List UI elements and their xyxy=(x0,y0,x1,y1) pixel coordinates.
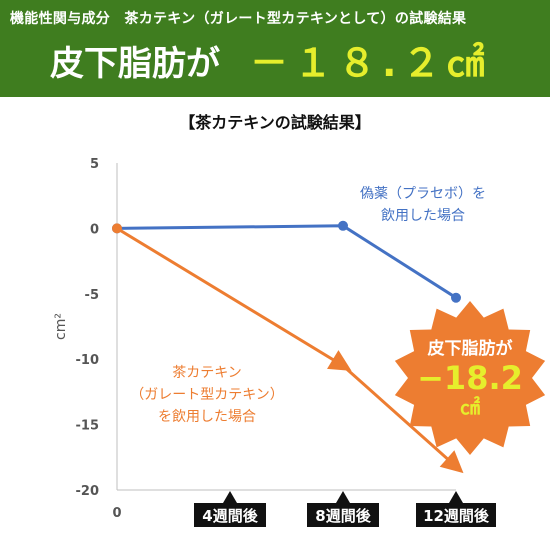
badge-line1: 皮下脂肪が xyxy=(427,339,513,359)
result-badge-burst xyxy=(394,301,546,455)
y-axis-label: cm² xyxy=(53,313,69,340)
chart-title: 【茶カテキンの試験結果】 xyxy=(179,113,371,132)
badge-line3: ㎠ xyxy=(460,395,480,419)
placebo-annotation-line2: 飲用した場合 xyxy=(381,208,465,224)
catechin-annotation-line3: を飲用した場合 xyxy=(158,409,256,425)
x-category-box xyxy=(194,503,266,527)
x-category-pointer xyxy=(336,491,350,503)
y-tick-label: 0 xyxy=(90,222,99,237)
placebo-annotation-line1: 偽薬（プラセボ）を xyxy=(360,186,486,202)
series-1-arrow-point xyxy=(439,450,464,474)
catechin-annotation-line2: （ガレート型カテキン） xyxy=(130,387,284,403)
x-category-label: 4週間後 xyxy=(202,507,258,525)
x-category-label: 8週間後 xyxy=(315,507,371,525)
y-tick-label: -20 xyxy=(76,484,100,499)
x-category-label: 12週間後 xyxy=(423,507,490,525)
x-category-pointer xyxy=(223,491,237,503)
x-origin-label: 0 xyxy=(112,506,121,521)
x-category-box xyxy=(416,503,496,527)
y-tick-label: 5 xyxy=(90,157,99,172)
badge-line2: −18.2 xyxy=(417,359,523,397)
catechin-annotation-line1: 茶カテキン xyxy=(172,365,242,381)
y-tick-label: -15 xyxy=(76,419,100,434)
x-category-box xyxy=(307,503,379,527)
catechin-annotation: 茶カテキン （ガレート型カテキン） を飲用した場合 xyxy=(112,362,302,428)
placebo-annotation: 偽薬（プラセボ）を 飲用した場合 xyxy=(318,183,528,227)
series-0-point xyxy=(338,220,348,231)
header-headline: 皮下脂肪が xyxy=(50,44,220,84)
y-tick-label: -10 xyxy=(76,353,100,368)
header-value: －１８.２㎠ xyxy=(250,41,491,85)
header-banner: 機能性関与成分 茶カテキン（ガレート型カテキンとして）の試験結果 皮下脂肪が －… xyxy=(0,0,550,97)
header-subtitle: 機能性関与成分 茶カテキン（ガレート型カテキンとして）の試験結果 xyxy=(10,11,467,27)
series-0-point xyxy=(451,292,461,303)
x-category-pointer xyxy=(449,491,463,503)
result-badge-text: 皮下脂肪が −18.2 ㎠ xyxy=(400,338,540,418)
y-tick-label: -5 xyxy=(85,288,99,303)
series-line-0 xyxy=(116,224,457,299)
series-1-point xyxy=(112,223,122,234)
series-1-arrow-point xyxy=(327,350,352,371)
